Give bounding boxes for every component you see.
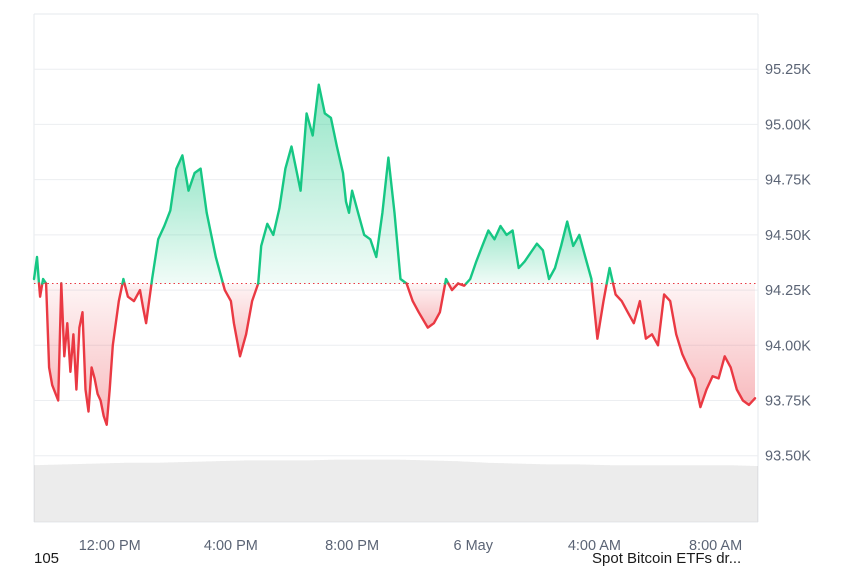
price-line-down [611,282,757,409]
x-tick-label: 4:00 PM [204,538,258,554]
price-line-up [257,83,408,285]
price-line-down [590,282,608,340]
x-tick-label: 6 May [453,538,493,554]
price-line-down [123,282,153,325]
y-tick-label: 95.00K [765,117,811,133]
volume-bars [34,459,758,522]
y-tick-label: 94.50K [765,228,811,244]
price-lines [32,83,757,426]
area-below-reference [61,283,123,425]
price-line-up [121,277,126,285]
price-line-down [60,282,124,426]
price-line-down [456,282,468,287]
x-tick-label: 8:00 PM [325,538,379,554]
area-below-reference [613,283,755,408]
y-tick-label: 94.25K [765,283,811,299]
price-line-down [447,282,460,292]
price-line-down [44,282,63,402]
news-ticker-link[interactable]: Spot Bitcoin ETFs dr... [592,550,742,567]
x-tick-label: 8:00 AM [689,538,742,554]
y-tick-label: 95.25K [765,62,811,78]
price-line-up [465,220,593,285]
price-line-up [150,154,225,285]
area-below-reference [406,283,446,328]
area-above-reference [151,155,223,284]
price-line-down [37,282,44,298]
y-tick-label: 93.50K [765,449,811,465]
price-area-fills [34,84,755,425]
footer-left-text: 105 [34,550,60,567]
price-line-up [444,277,450,285]
y-tick-label: 94.00K [765,338,811,354]
price-line-down [221,282,260,358]
x-tick-label: 4:00 AM [568,538,621,554]
y-tick-label: 94.75K [765,173,811,189]
area-above-reference [258,84,407,284]
area-above-reference [466,221,592,284]
y-axis-ticks: 93.50K 93.75K 94.00K 94.25K 94.50K 94.75K 95.0… [765,62,811,465]
price-line-up [41,277,48,285]
y-tick-label: 93.75K [765,394,811,410]
price-line-up [605,266,615,285]
price-line-down [405,282,447,329]
x-axis-ticks: 12:00 PM 4:00 PM 8:00 PM 6 May 4:00 AM 8:00 A… [79,538,742,554]
x-tick-label: 12:00 PM [79,538,141,554]
price-line-up [32,255,41,285]
